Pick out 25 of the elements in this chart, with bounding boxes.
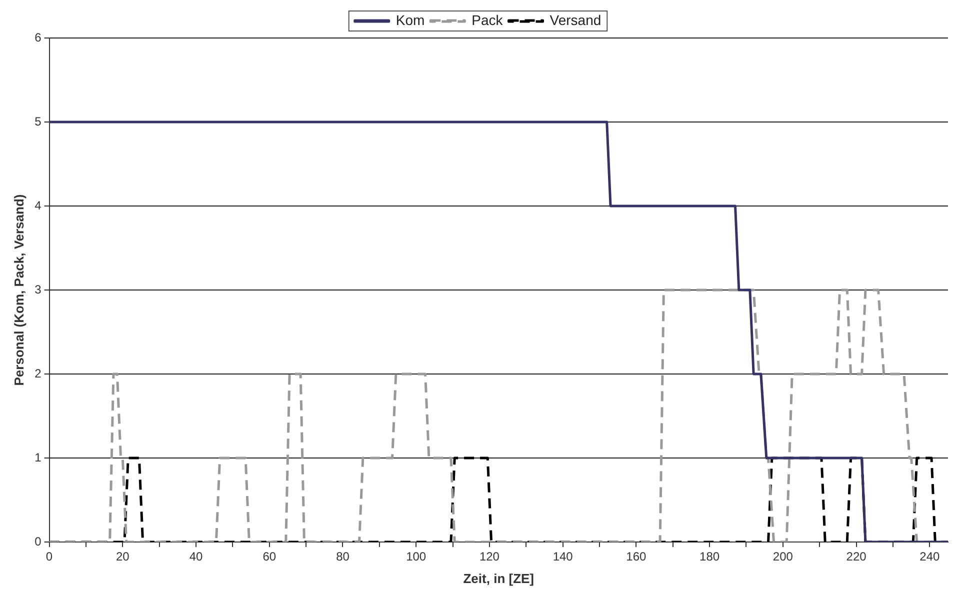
y-tick-label: 3: [34, 282, 42, 296]
x-tick-label: 80: [336, 550, 350, 564]
x-tick-label: 160: [626, 550, 647, 564]
x-tick-label: 0: [46, 550, 53, 564]
legend-label: Kom: [396, 12, 425, 28]
legend-label: Versand: [550, 12, 602, 28]
x-tick-label: 60: [262, 550, 276, 564]
x-tick-label: 20: [116, 550, 130, 564]
legend-label: Pack: [472, 12, 504, 28]
y-tick-label: 2: [34, 366, 42, 380]
x-tick-label: 120: [479, 550, 500, 564]
y-axis-title: Personal (Kom, Pack, Versand): [11, 194, 26, 386]
x-axis-title: Zeit, in [ZE]: [463, 570, 534, 586]
x-tick-label: 40: [189, 550, 203, 564]
y-tick-label: 5: [34, 114, 42, 128]
y-tick-label: 4: [34, 198, 42, 212]
x-tick-label: 100: [406, 550, 426, 564]
x-tick-label: 220: [846, 550, 867, 564]
y-tick-label: 0: [34, 534, 42, 548]
x-tick-label: 140: [552, 550, 574, 564]
y-tick-label: 6: [34, 30, 42, 44]
x-tick-label: 180: [700, 550, 720, 564]
y-tick-label: 1: [34, 450, 42, 464]
x-tick-label: 200: [772, 550, 794, 564]
x-tick-label: 240: [920, 550, 940, 564]
